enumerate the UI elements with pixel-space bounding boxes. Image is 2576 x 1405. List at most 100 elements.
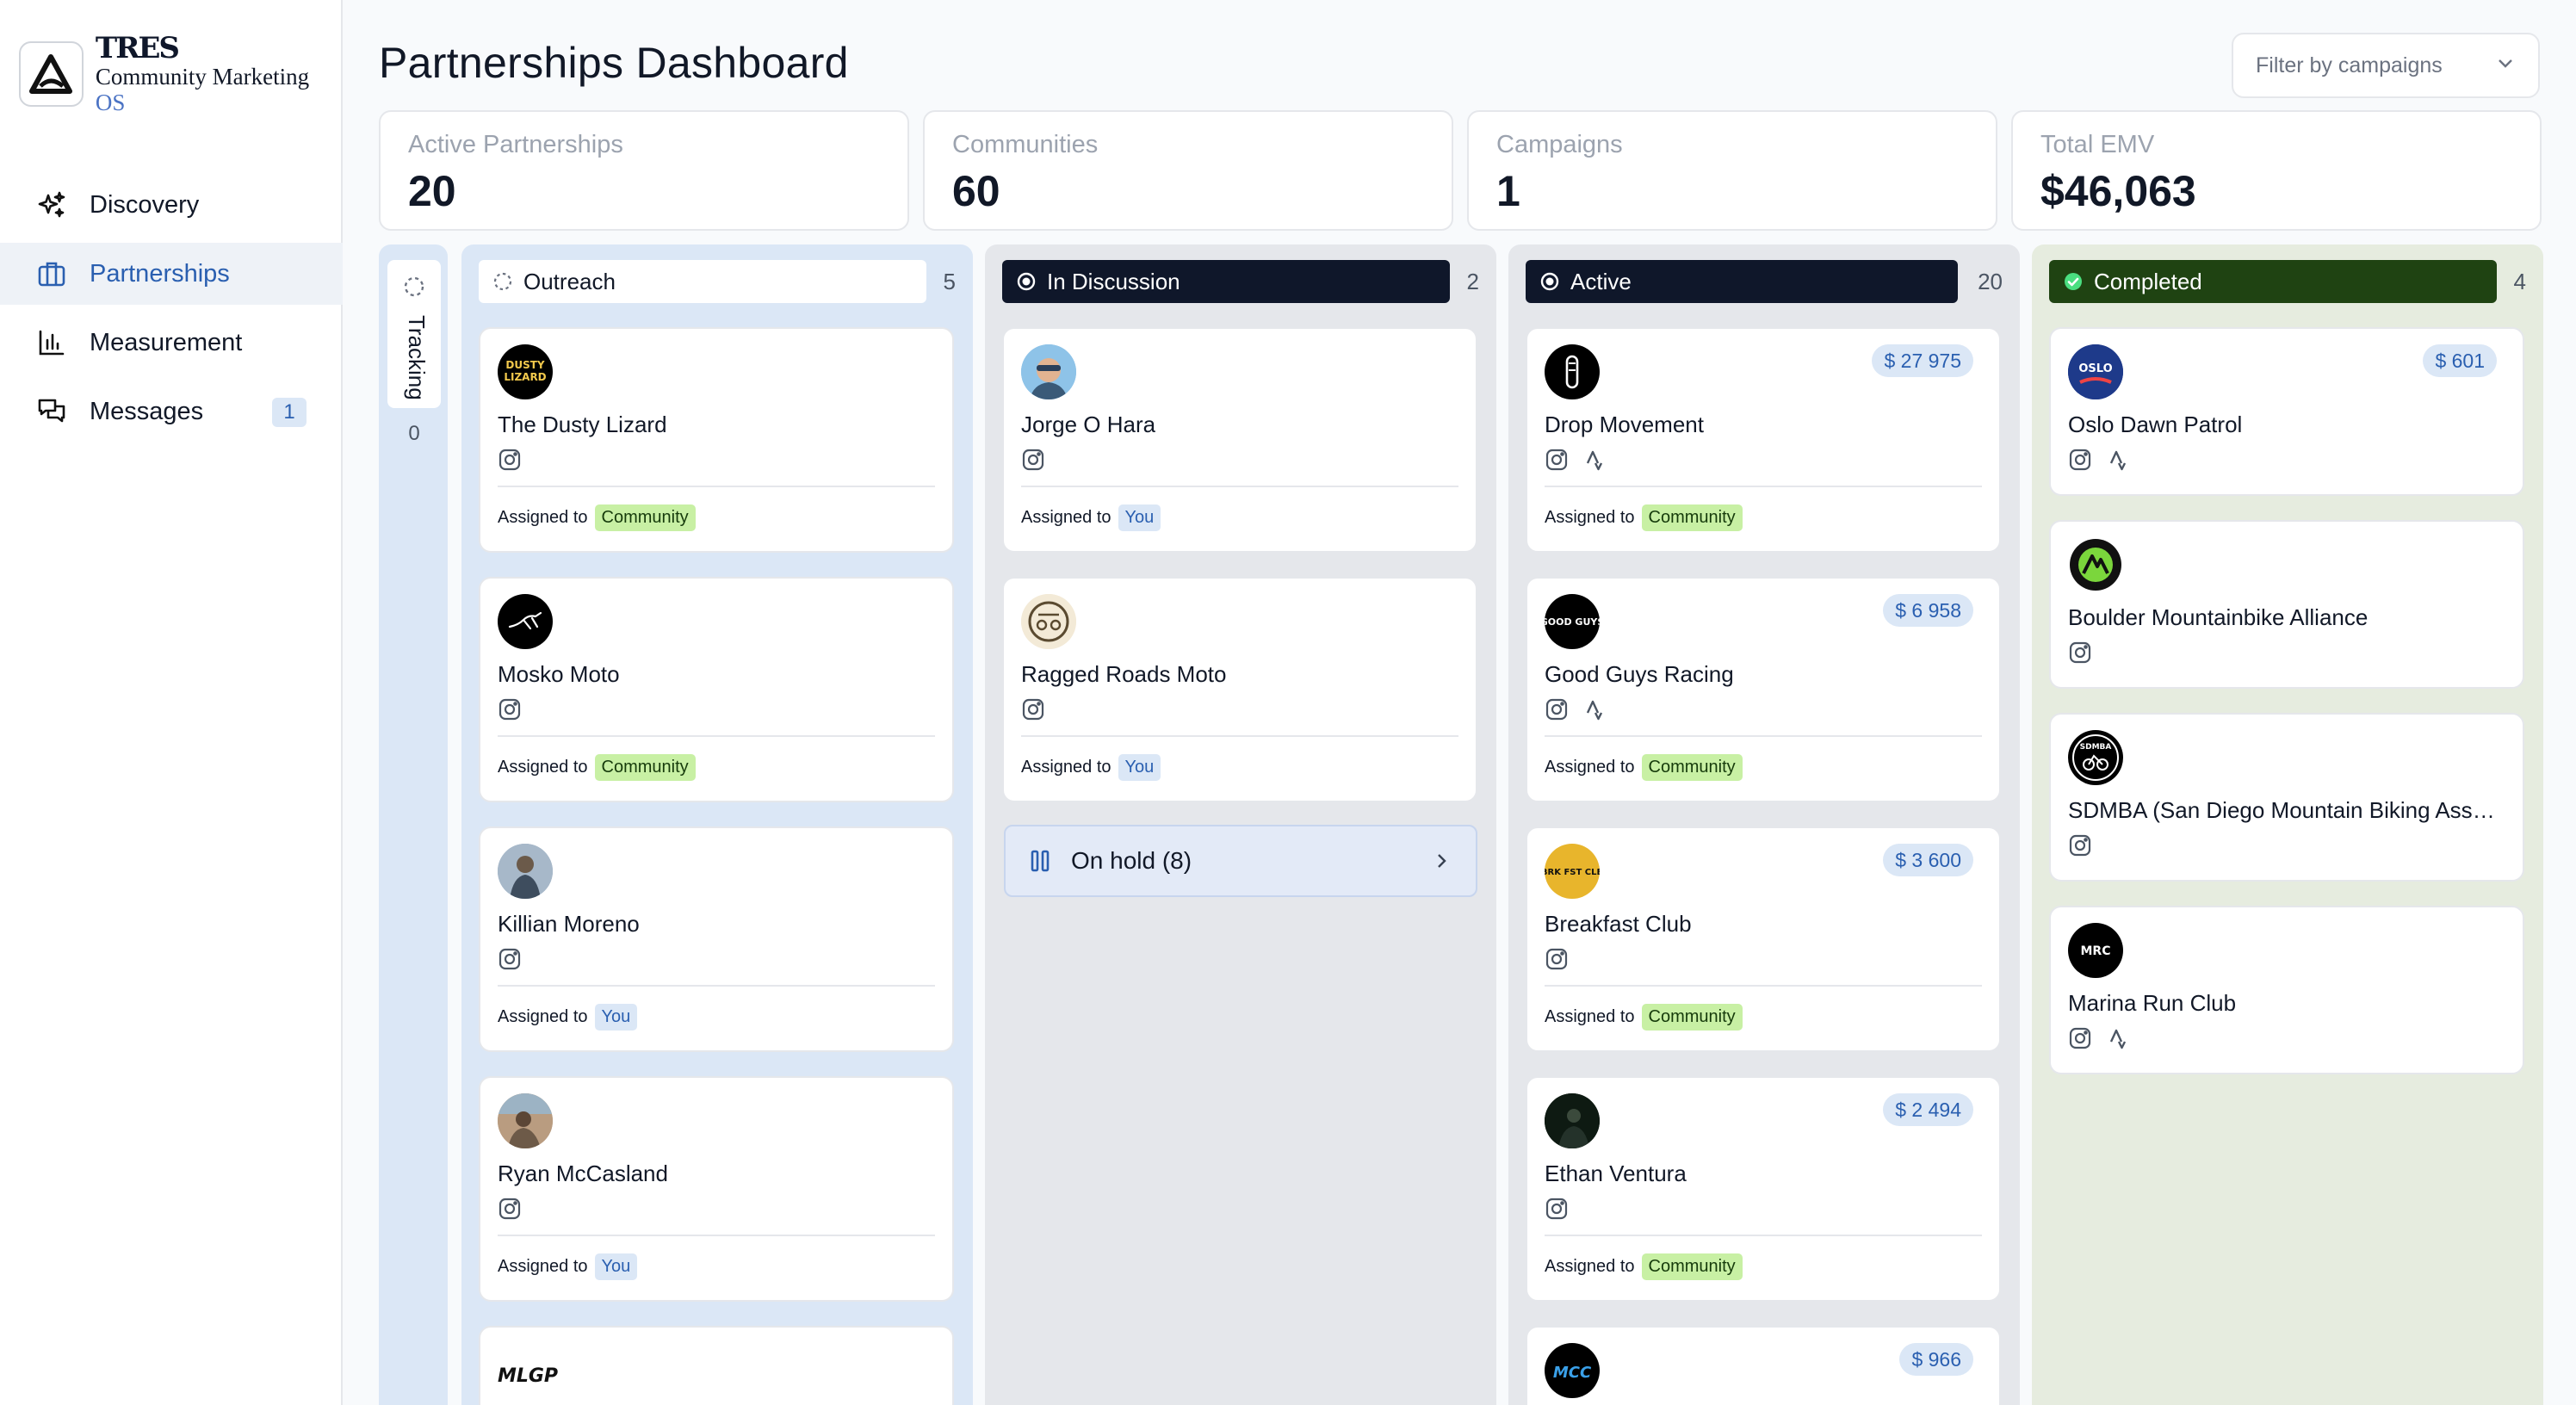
active-header: Active 20 xyxy=(1526,260,2003,303)
partnership-card[interactable]: MCC $ 966 xyxy=(1526,1326,2001,1405)
assignment: Assigned to Community xyxy=(1545,1004,1743,1031)
partnership-card[interactable]: OSLO $ 601 Oslo Dawn Patrol xyxy=(2049,327,2524,496)
assignment: Assigned to You xyxy=(498,1004,638,1031)
stat-label: Total EMV xyxy=(2040,131,2155,158)
tracking-header[interactable]: Tracking xyxy=(387,260,441,408)
svg-text:LIZARD: LIZARD xyxy=(504,371,546,383)
card-name: Drop Movement xyxy=(1545,412,1704,437)
assignee-tag[interactable]: Community xyxy=(1641,754,1743,781)
instagram-icon[interactable] xyxy=(1021,697,1045,721)
stat-value: 60 xyxy=(952,167,1000,215)
lane-label: Outreach xyxy=(523,268,616,294)
stat-active-partnerships: Active Partnerships 20 xyxy=(379,110,909,231)
lane-label: Active xyxy=(1570,268,1632,294)
avatar: GOOD GUYS xyxy=(1545,594,1600,649)
instagram-icon[interactable] xyxy=(1545,697,1569,721)
card-name: Ragged Roads Moto xyxy=(1021,661,1227,687)
partnership-card[interactable]: BRK FST CLB $ 3 600 Breakfast Club Assig… xyxy=(1526,826,2001,1052)
chevron-down-icon xyxy=(2495,53,2516,79)
card-name: Jorge O Hara xyxy=(1021,412,1156,437)
strava-icon[interactable] xyxy=(1582,697,1607,721)
assignment: Assigned to Community xyxy=(498,754,696,781)
assignee-tag[interactable]: You xyxy=(594,1253,638,1280)
assignee-tag[interactable]: Community xyxy=(1641,1253,1743,1280)
brand-subtitle: Community Marketing OS xyxy=(95,64,310,115)
partnership-card[interactable]: $ 27 975 Drop Movement Assigned to Commun… xyxy=(1526,327,2001,553)
partnership-card[interactable]: Jorge O Hara Assigned to You xyxy=(1002,327,1477,553)
strava-icon[interactable] xyxy=(2106,1026,2130,1050)
partnership-card[interactable]: SDMBA SDMBA (San Diego Mountain Biking A… xyxy=(2049,713,2524,882)
avatar xyxy=(1545,1093,1600,1148)
on-hold-label: On hold (8) xyxy=(1071,847,1192,874)
sidebar: TRES Community Marketing OS Discovery Pa… xyxy=(0,0,343,1405)
assignee-tag[interactable]: You xyxy=(594,1004,638,1031)
active-pill[interactable]: Active xyxy=(1526,260,1958,303)
discussion-header: In Discussion 2 xyxy=(1002,260,1479,303)
instagram-icon[interactable] xyxy=(2068,448,2092,472)
stat-label: Active Partnerships xyxy=(408,131,623,158)
assignee-tag[interactable]: Community xyxy=(1641,1004,1743,1031)
on-hold-toggle[interactable]: On hold (8) xyxy=(1004,825,1477,897)
assignee-tag[interactable]: You xyxy=(1118,504,1161,531)
instagram-icon[interactable] xyxy=(1545,1197,1569,1221)
brand[interactable]: TRES Community Marketing OS xyxy=(19,33,341,115)
instagram-icon[interactable] xyxy=(1545,448,1569,472)
instagram-icon[interactable] xyxy=(498,947,522,971)
assignment: Assigned to Community xyxy=(1545,1253,1743,1280)
partnership-card[interactable]: MRC Marina Run Club xyxy=(2049,906,2524,1074)
dashed-circle-icon xyxy=(404,276,424,297)
avatar xyxy=(498,1093,553,1148)
page-title: Partnerships Dashboard xyxy=(379,39,849,87)
partnership-card[interactable]: Boulder Mountainbike Alliance xyxy=(2049,520,2524,689)
instagram-icon[interactable] xyxy=(1021,448,1045,472)
sparkle-icon xyxy=(36,189,67,220)
svg-text:OSLO: OSLO xyxy=(2078,362,2112,375)
stat-total-emv: Total EMV $46,063 xyxy=(2011,110,2542,231)
instagram-icon[interactable] xyxy=(498,448,522,472)
card-name: Marina Run Club xyxy=(2068,990,2237,1016)
assignee-tag[interactable]: Community xyxy=(594,504,696,531)
card-name: Breakfast Club xyxy=(1545,911,1692,937)
partnership-card[interactable]: MLGP xyxy=(479,1326,954,1405)
partnership-card[interactable]: $ 2 494 Ethan Ventura Assigned to Communi… xyxy=(1526,1076,2001,1302)
svg-text:MLGP: MLGP xyxy=(498,1365,558,1387)
strava-icon[interactable] xyxy=(1582,448,1607,472)
partnership-card[interactable]: GOOD GUYS $ 6 958 Good Guys Racing Assig… xyxy=(1526,577,2001,802)
instagram-icon[interactable] xyxy=(1545,947,1569,971)
partnership-card[interactable]: Ryan McCasland Assigned to You xyxy=(479,1076,954,1302)
check-circle-icon xyxy=(2065,273,2082,290)
strava-icon[interactable] xyxy=(2106,448,2130,472)
briefcase-icon xyxy=(36,258,67,289)
sidebar-item-discovery[interactable]: Discovery xyxy=(0,174,343,236)
discussion-pill[interactable]: In Discussion xyxy=(1002,260,1450,303)
outreach-pill[interactable]: Outreach xyxy=(479,260,926,303)
tracking-count: 0 xyxy=(408,422,420,445)
sidebar-item-measurement[interactable]: Measurement xyxy=(0,312,343,374)
lane-count: 2 xyxy=(1466,269,1479,294)
instagram-icon[interactable] xyxy=(498,697,522,721)
emv-badge: $ 27 975 xyxy=(1872,344,1973,377)
sidebar-item-label: Measurement xyxy=(90,328,243,356)
assignee-tag[interactable]: Community xyxy=(594,754,696,781)
partnership-card[interactable]: Killian Moreno Assigned to You xyxy=(479,826,954,1052)
partnership-card[interactable]: Ragged Roads Moto Assigned to You xyxy=(1002,577,1477,802)
lane-label: In Discussion xyxy=(1047,268,1180,294)
instagram-icon[interactable] xyxy=(2068,641,2092,665)
assignee-tag[interactable]: You xyxy=(1118,754,1161,781)
pause-icon xyxy=(1030,849,1050,873)
sidebar-item-messages[interactable]: Messages 1 xyxy=(0,381,343,443)
assignee-tag[interactable]: Community xyxy=(1641,504,1743,531)
radio-dot-icon xyxy=(1017,272,1036,291)
partnership-card[interactable]: DUSTY LIZARD The Dusty Lizard Assigned to… xyxy=(479,327,954,553)
avatar: BRK FST CLB xyxy=(1545,844,1600,899)
instagram-icon[interactable] xyxy=(498,1197,522,1221)
instagram-icon[interactable] xyxy=(2068,833,2092,857)
partnership-card[interactable]: Mosko Moto Assigned to Community xyxy=(479,577,954,802)
completed-pill[interactable]: Completed xyxy=(2049,260,2497,303)
instagram-icon[interactable] xyxy=(2068,1026,2092,1050)
stat-value: 20 xyxy=(408,167,456,215)
logo-icon xyxy=(19,41,84,107)
sidebar-item-partnerships[interactable]: Partnerships xyxy=(0,243,343,305)
campaign-filter-select[interactable]: Filter by campaigns xyxy=(2232,33,2540,98)
card-name: SDMBA (San Diego Mountain Biking Associa… xyxy=(2068,797,2505,823)
